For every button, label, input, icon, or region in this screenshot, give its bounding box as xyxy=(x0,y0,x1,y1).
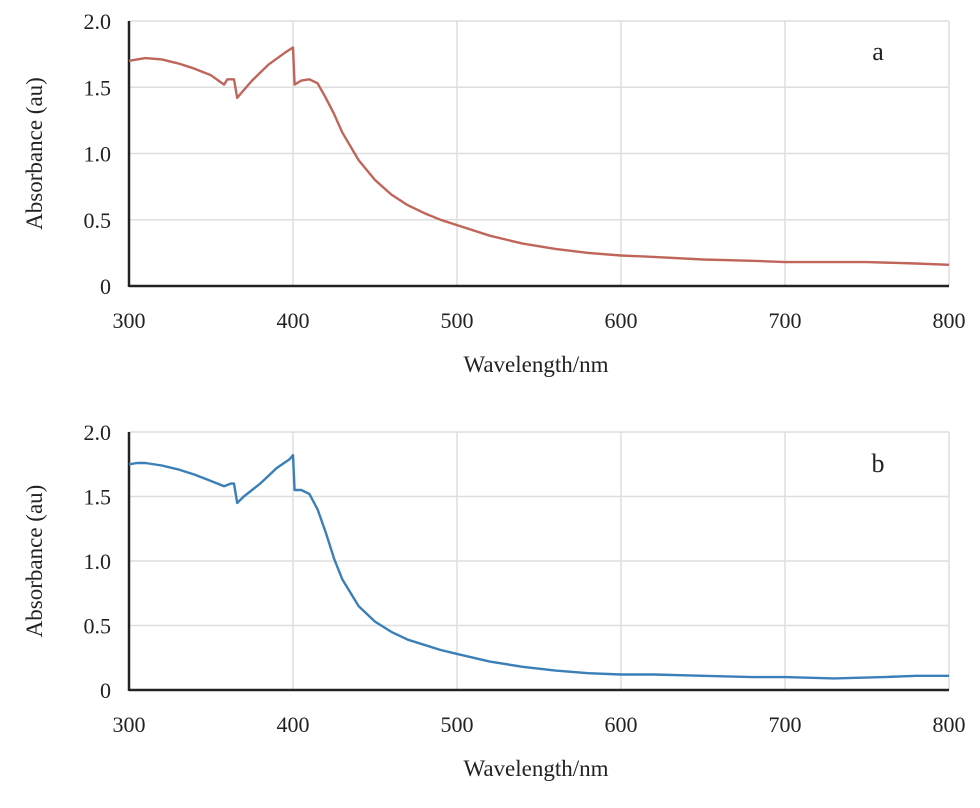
y-tick-label: 1.5 xyxy=(84,75,112,100)
chart-panel-a: 0 0.5 1.0 1.5 2.0 300 400 500 600 700 800 Wavelengt… xyxy=(22,9,966,377)
y-tick-label: 2.0 xyxy=(84,9,112,34)
absorbance-series-line xyxy=(128,454,949,680)
chart-panel-b: 0 0.5 1.0 1.5 2.0 300 400 500 600 700 800 Wavelengt… xyxy=(0,404,980,808)
panel-label: b xyxy=(872,449,885,478)
x-tick-label: 400 xyxy=(277,712,310,737)
x-tick-label: 800 xyxy=(933,308,966,333)
y-tick-label: 0.5 xyxy=(84,208,112,233)
y-tick-label: 1.0 xyxy=(84,549,112,574)
absorbance-chart-b: 0 0.5 1.0 1.5 2.0 300 400 500 600 700 800 Wavelengt… xyxy=(22,420,966,781)
x-tick-label: 300 xyxy=(113,308,146,333)
x-tick-label: 600 xyxy=(605,308,638,333)
x-tick-label: 700 xyxy=(769,308,802,333)
y-axis-label: Absorbance (au) xyxy=(22,485,47,638)
absorbance-chart-a: 0 0.5 1.0 1.5 2.0 300 400 500 600 700 800 Wavelengt… xyxy=(22,9,966,377)
y-tick-label: 1.0 xyxy=(84,142,112,167)
y-tick-label: 0 xyxy=(100,274,111,299)
panel-label: a xyxy=(872,37,884,66)
y-tick-label: 1.5 xyxy=(84,485,112,510)
absorbance-series-line xyxy=(128,46,950,266)
y-axis-label: Absorbance (au) xyxy=(22,77,47,230)
x-tick-label: 400 xyxy=(277,308,310,333)
x-tick-label: 800 xyxy=(933,712,966,737)
x-tick-label: 500 xyxy=(441,712,474,737)
x-axis-label: Wavelength/nm xyxy=(463,352,608,377)
x-tick-label: 700 xyxy=(769,712,802,737)
y-tick-label: 0.5 xyxy=(84,614,112,639)
x-tick-label: 300 xyxy=(113,712,146,737)
x-axis-label: Wavelength/nm xyxy=(463,756,608,781)
x-tick-label: 600 xyxy=(605,712,638,737)
y-tick-label: 0 xyxy=(100,678,111,703)
y-tick-label: 2.0 xyxy=(84,420,112,445)
x-tick-label: 500 xyxy=(441,308,474,333)
